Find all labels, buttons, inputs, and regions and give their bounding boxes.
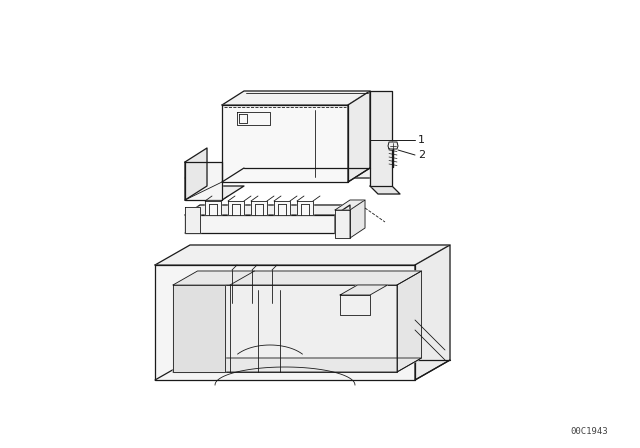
Polygon shape — [185, 162, 222, 200]
Polygon shape — [222, 105, 348, 182]
Polygon shape — [228, 201, 244, 215]
Text: 1: 1 — [418, 135, 425, 145]
Polygon shape — [370, 91, 392, 186]
Polygon shape — [155, 245, 450, 265]
Polygon shape — [173, 285, 397, 372]
Polygon shape — [340, 285, 387, 295]
Polygon shape — [297, 201, 313, 215]
Polygon shape — [350, 200, 365, 238]
Polygon shape — [185, 215, 335, 233]
Polygon shape — [251, 201, 267, 215]
Polygon shape — [340, 295, 370, 315]
Polygon shape — [173, 285, 225, 372]
Polygon shape — [335, 205, 350, 233]
Polygon shape — [205, 201, 221, 215]
Polygon shape — [335, 210, 350, 238]
Text: 00C1943: 00C1943 — [570, 427, 608, 436]
Polygon shape — [185, 164, 244, 178]
Polygon shape — [185, 148, 207, 200]
Polygon shape — [274, 201, 290, 215]
Polygon shape — [185, 186, 244, 200]
Polygon shape — [155, 265, 415, 380]
Polygon shape — [173, 271, 422, 285]
Text: 2: 2 — [418, 150, 425, 160]
Polygon shape — [388, 142, 398, 149]
Polygon shape — [348, 91, 370, 182]
Polygon shape — [335, 200, 365, 210]
Polygon shape — [348, 164, 392, 178]
Polygon shape — [185, 205, 350, 215]
Polygon shape — [173, 358, 422, 372]
Polygon shape — [397, 271, 422, 372]
Polygon shape — [370, 186, 400, 194]
Polygon shape — [222, 91, 370, 105]
Polygon shape — [415, 245, 450, 380]
Polygon shape — [185, 207, 200, 233]
